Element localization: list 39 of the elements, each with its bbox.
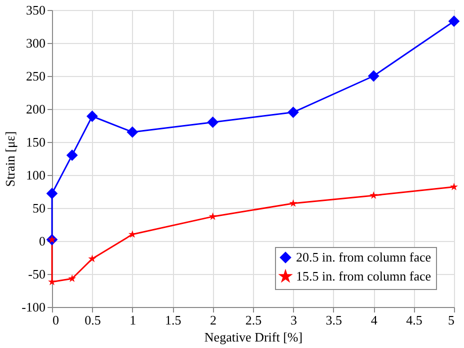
point xyxy=(126,126,138,138)
y-tick-label: -50 xyxy=(28,266,46,282)
point xyxy=(208,212,217,220)
x-tick-label: 2 xyxy=(210,312,217,328)
x-tick-label: 0.5 xyxy=(84,312,101,328)
point xyxy=(86,110,98,122)
x-tick-label: 3 xyxy=(290,312,297,328)
y-tick-label: 150 xyxy=(26,134,46,150)
x-tick-label: 4 xyxy=(370,312,378,328)
point xyxy=(88,254,96,262)
x-tick-label: 3.5 xyxy=(326,312,342,328)
y-tick-label: 250 xyxy=(26,68,46,84)
x-tick-label: 2.5 xyxy=(245,312,262,328)
point xyxy=(368,70,380,82)
point xyxy=(370,191,378,199)
point xyxy=(289,199,298,207)
y-tick-label: 50 xyxy=(32,200,46,216)
x-tick-label: 5 xyxy=(448,312,454,328)
x-tick-label: 1 xyxy=(130,312,136,328)
y-tick-label: 300 xyxy=(26,36,46,50)
y-axis-title: Strain [με] xyxy=(2,131,18,187)
point xyxy=(66,150,78,161)
point xyxy=(288,106,299,118)
y-tick-label: 100 xyxy=(26,168,46,182)
y-tick-label: 350 xyxy=(26,2,46,18)
y-tick-label: 0 xyxy=(39,234,46,248)
x-tick-label: 0 xyxy=(52,312,59,328)
point xyxy=(450,182,458,190)
y-tick-label: -100 xyxy=(22,300,46,314)
legend-label: 15.5 in. from column face xyxy=(296,268,432,284)
y-tick-label: 200 xyxy=(26,102,46,116)
point xyxy=(68,274,76,282)
x-tick-label: 1.5 xyxy=(164,312,182,328)
point xyxy=(46,188,58,200)
point xyxy=(207,116,218,128)
point xyxy=(448,16,460,27)
x-axis-title: Negative Drift [%] xyxy=(204,330,303,344)
legend-label: 20.5 in. from column face xyxy=(296,250,432,264)
x-tick-label: 4.5 xyxy=(406,312,422,328)
